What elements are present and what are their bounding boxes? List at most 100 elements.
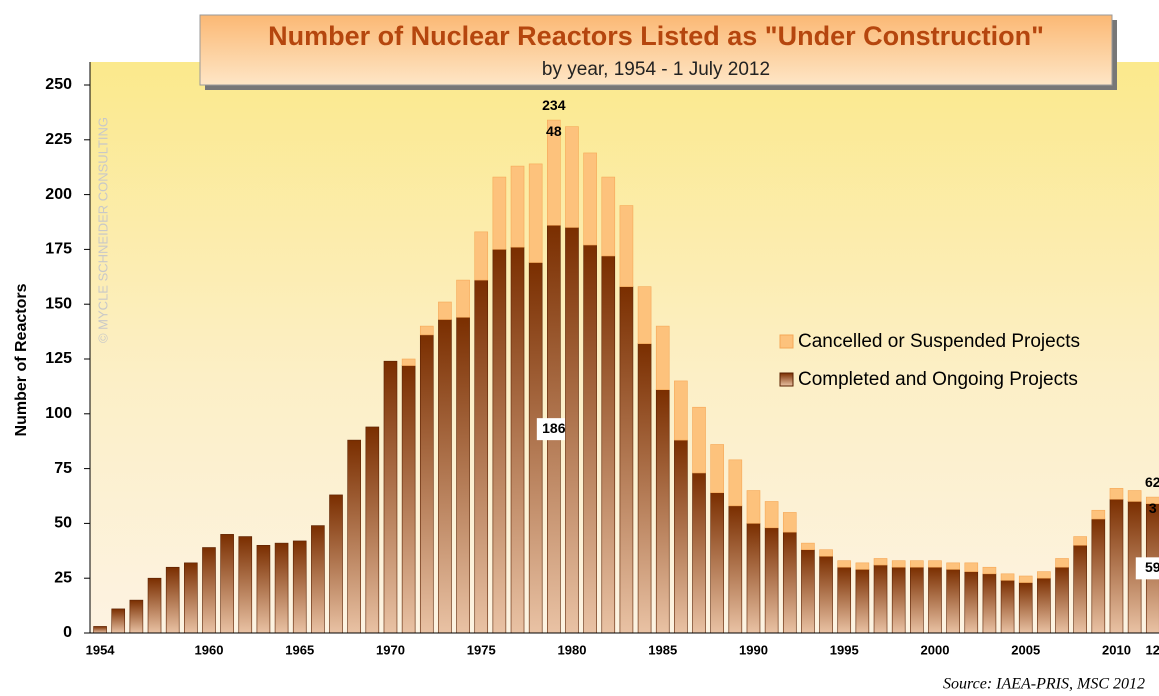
bar-cancelled — [547, 119, 561, 226]
bar-completed — [165, 566, 180, 634]
bar-completed — [329, 494, 343, 634]
title-box — [199, 14, 1113, 86]
bar-cancelled — [583, 152, 597, 246]
bar-completed — [1000, 580, 1015, 634]
watermark: © MYCLE SCHNEIDER CONSULTING — [95, 117, 110, 343]
bar-completed — [837, 566, 852, 634]
y-tick-label: 250 — [45, 76, 72, 93]
bar-cancelled — [474, 231, 489, 281]
x-tick-label: 1965 — [285, 642, 314, 657]
bar-completed — [619, 286, 634, 634]
bar-completed — [1018, 582, 1033, 634]
bar-completed — [474, 279, 489, 634]
x-tick-label: 1980 — [558, 642, 587, 657]
bar-completed — [946, 569, 960, 634]
bar-cancelled — [1055, 558, 1069, 568]
source: Source: IAEA-PRIS, MSC 2012 — [943, 676, 1145, 693]
bar-completed — [202, 547, 216, 634]
bar-completed — [891, 566, 906, 634]
bar-cancelled — [510, 165, 525, 248]
bar-cancelled — [801, 542, 815, 551]
bar-completed — [419, 334, 434, 634]
bar-cancelled — [1000, 573, 1015, 581]
value-label-box — [1135, 557, 1159, 580]
bar-completed — [1073, 545, 1087, 634]
bar-cancelled — [601, 176, 616, 257]
bar-completed — [674, 439, 688, 634]
bar-completed — [401, 365, 416, 634]
bar-completed — [910, 566, 924, 634]
bar-completed — [583, 244, 597, 634]
bar-completed — [782, 531, 797, 634]
bar-completed — [764, 527, 779, 634]
y-tick-label: 50 — [54, 515, 72, 532]
bar-completed — [655, 389, 670, 634]
legend-swatch — [779, 372, 794, 387]
bar-completed — [510, 246, 525, 634]
bar-cancelled — [1145, 496, 1159, 504]
bar-cancelled — [419, 325, 434, 336]
x-tick-label: 2000 — [921, 642, 950, 657]
bar-cancelled — [1018, 575, 1033, 583]
x-tick-label: 1960 — [195, 642, 224, 657]
value-label: 48 — [546, 123, 562, 139]
bar-cancelled — [692, 406, 706, 474]
bar-completed — [601, 255, 616, 634]
bar-completed — [710, 492, 724, 634]
bar-cancelled — [764, 501, 779, 529]
value-label: 186 — [542, 420, 566, 436]
bar-completed — [292, 540, 307, 634]
bar-completed — [1055, 566, 1069, 634]
bar-cancelled — [946, 562, 960, 570]
y-tick-label: 75 — [54, 460, 72, 477]
x-tick-label: 12 — [1146, 642, 1159, 657]
bar-cancelled — [855, 562, 870, 570]
bar-completed — [873, 564, 888, 634]
bar-completed — [274, 542, 289, 634]
legend-swatch — [779, 334, 794, 349]
bar-cancelled — [891, 560, 906, 568]
bar-cancelled — [782, 512, 797, 533]
bar-completed — [311, 525, 325, 634]
bar-cancelled — [710, 444, 724, 494]
total-label: 62 — [1145, 474, 1159, 490]
y-tick-label: 150 — [45, 295, 72, 312]
bar-cancelled — [637, 286, 652, 344]
bar-cancelled — [401, 358, 416, 366]
bar-cancelled — [528, 163, 543, 263]
y-tick-label: 100 — [45, 405, 72, 422]
x-tick-label: 1970 — [376, 642, 405, 657]
y-tick-label: 225 — [45, 131, 72, 148]
bar-cancelled — [1091, 509, 1106, 520]
y-tick-label: 25 — [54, 569, 72, 586]
bar-completed — [347, 439, 361, 634]
x-tick-label: 1954 — [86, 642, 116, 657]
y-tick-label: 200 — [45, 186, 72, 203]
bar-cancelled — [873, 558, 888, 566]
value-label: 59 — [1145, 559, 1159, 575]
bar-cancelled — [438, 301, 452, 320]
bar-completed — [728, 505, 743, 634]
bar-cancelled — [928, 560, 942, 568]
bar-cancelled — [1037, 571, 1051, 579]
bar-completed — [383, 360, 398, 634]
bar-completed — [365, 426, 380, 634]
x-tick-label: 1975 — [467, 642, 496, 657]
bar-completed — [928, 566, 942, 634]
y-tick-label: 0 — [63, 624, 72, 641]
x-tick-label: 2010 — [1102, 642, 1131, 657]
bar-cancelled — [910, 560, 924, 568]
bar-completed — [220, 534, 234, 634]
legend-label: Cancelled or Suspended Projects — [798, 331, 1080, 352]
bar-completed — [1037, 577, 1051, 634]
bar-completed — [982, 573, 997, 634]
bar-completed — [184, 562, 198, 634]
bar-cancelled — [837, 560, 852, 568]
bar-completed — [565, 227, 579, 634]
y-tick-label: 125 — [45, 350, 72, 367]
bar-completed — [692, 472, 706, 634]
bar-cancelled — [565, 126, 579, 228]
bar-completed — [147, 577, 162, 634]
bar-completed — [855, 569, 870, 634]
